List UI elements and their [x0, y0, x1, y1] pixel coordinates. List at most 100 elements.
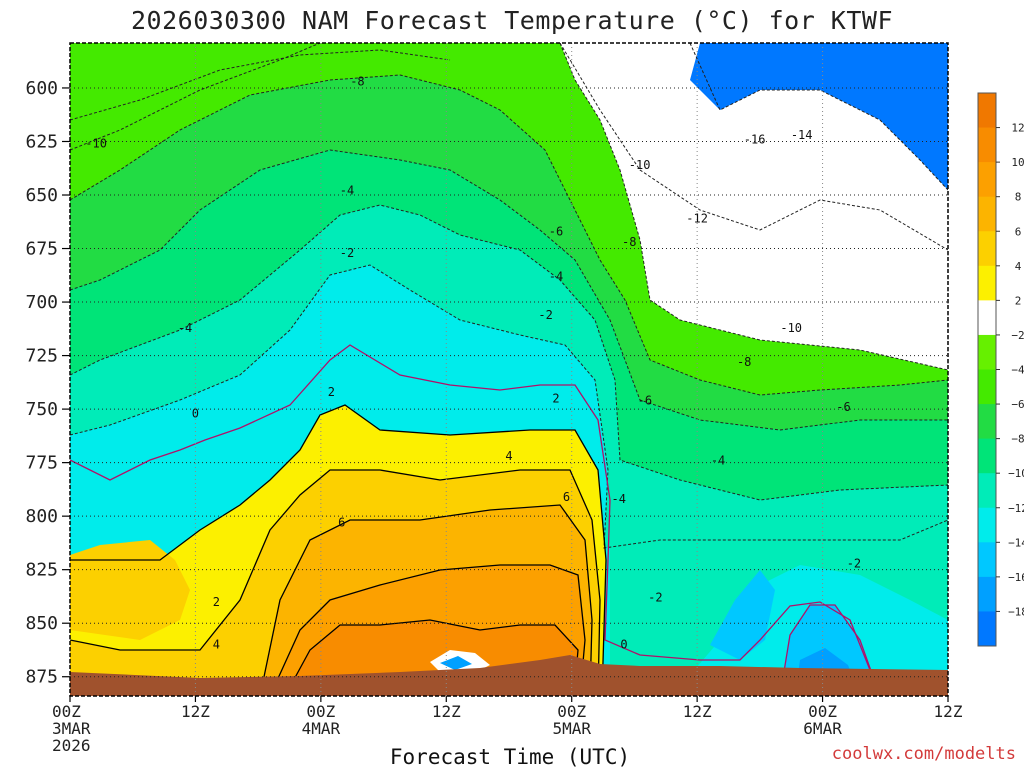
- colorbar-tick-label-9: −6: [1011, 398, 1024, 411]
- x-tick-date-24: 4MAR: [302, 719, 341, 738]
- contour-label-10: 2: [552, 391, 559, 405]
- contour-label-7: 2: [328, 385, 335, 399]
- colorbar-tick-label-3: 8: [1015, 191, 1022, 204]
- x-tick-year-0: 2026: [52, 736, 91, 755]
- contour-label-22: -10: [780, 321, 802, 335]
- x-tick-date-0: 3MAR: [52, 719, 91, 738]
- contour-label-28: -2: [847, 556, 861, 570]
- x-tick-label-72: 00Z: [808, 702, 837, 721]
- colorbar-tick-label-14: −16: [1008, 571, 1024, 584]
- contour-line-10: [70, 344, 871, 671]
- colorbar-swatch-12: [978, 473, 996, 509]
- contour-line-14: [269, 564, 586, 696]
- contour-line-4: [70, 264, 948, 549]
- x-tick-label-84: 12Z: [934, 702, 963, 721]
- colorbar-swatch-11: [978, 438, 996, 474]
- contour-label-18: -16: [744, 132, 766, 146]
- y-tick-label-800: 800: [25, 506, 58, 527]
- contour-label-14: -6: [549, 224, 563, 238]
- colorbar-swatch-4: [978, 196, 996, 232]
- temperature-band-11: [710, 570, 775, 660]
- colorbar: 12 10 8 6 4 2 −2 −4 −6 −8 −10 −12 −14 −16 −18: [977, 92, 1024, 647]
- colorbar-tick-label-1: 12: [1011, 122, 1024, 135]
- contour-line-7: [70, 49, 451, 121]
- contour-line-16: [779, 604, 881, 696]
- y-tick-label-675: 675: [25, 239, 58, 260]
- contour-label-6: 0: [192, 406, 199, 420]
- x-tick-label-24: 00Z: [306, 702, 335, 721]
- contour-label-12: -2: [538, 308, 552, 322]
- y-tick-label-700: 700: [25, 292, 58, 313]
- contour-label-9: 4: [505, 449, 512, 463]
- x-tick-date-72: 6MAR: [803, 719, 842, 738]
- colorbar-swatch-10: [978, 404, 996, 440]
- y-tick-label-850: 850: [25, 613, 58, 634]
- temperature-band-21: [690, 43, 948, 190]
- colorbar-swatch-3: [978, 162, 996, 198]
- x-axis-label: Forecast Time (UTC): [389, 745, 631, 769]
- colorbar-swatch-5: [978, 231, 996, 267]
- x-tick-date-48: 5MAR: [552, 719, 591, 738]
- temperature-band-18: [70, 540, 190, 640]
- colorbar-tick-label-12: −12: [1008, 502, 1024, 515]
- x-tick-label-36: 12Z: [432, 702, 461, 721]
- contour-label-21: -8: [737, 355, 751, 369]
- contour-label-1: -10: [85, 137, 107, 151]
- colorbar-tick-label-6: 2: [1015, 294, 1022, 307]
- contour-line-9: [70, 43, 321, 151]
- colorbar-swatch-7: [978, 300, 996, 336]
- contour-label-11: 6: [563, 490, 570, 504]
- x-tick-label-0: 00Z: [52, 702, 81, 721]
- y-tick-label-750: 750: [25, 399, 58, 420]
- colorbar-swatch-6: [978, 265, 996, 301]
- colorbar-tick-label-5: 4: [1015, 260, 1022, 273]
- contour-line-11: [70, 404, 607, 696]
- contour-label-25: -4: [711, 453, 725, 467]
- contour-label-26: -2: [648, 591, 662, 605]
- contour-line-15: [284, 619, 579, 696]
- colorbar-tick-label-4: 6: [1015, 225, 1022, 238]
- colorbar-tick-label-8: −4: [1011, 364, 1024, 377]
- contour-label-27: 0: [620, 638, 627, 652]
- y-tick-label-825: 825: [25, 560, 58, 581]
- contour-label-24: -4: [612, 492, 626, 506]
- contour-label-4: -2: [340, 246, 354, 260]
- colorbar-swatch-8: [978, 334, 996, 370]
- y-tick-label-625: 625: [25, 131, 58, 152]
- temperature-band-20: [440, 656, 472, 670]
- contour-line-8: [559, 43, 948, 251]
- contour-label-30: 4: [213, 638, 220, 652]
- colorbar-swatch-15: [978, 576, 996, 612]
- x-tick-label-48: 00Z: [557, 702, 586, 721]
- colorbar-tick-label-13: −14: [1008, 536, 1024, 549]
- colorbar-swatch-14: [978, 542, 996, 578]
- chart-title: 2026030300 NAM Forecast Temperature (°C)…: [130, 6, 893, 35]
- colorbar-swatch-13: [978, 507, 996, 543]
- contour-line-12: [70, 469, 601, 696]
- contour-label-3: -4: [340, 184, 354, 198]
- contour-label-17: -12: [686, 212, 708, 226]
- plot-frame: [69, 42, 949, 697]
- y-tick-label-725: 725: [25, 346, 58, 367]
- contour-label-29: 2: [213, 595, 220, 609]
- contour-label-20: -6: [638, 394, 652, 408]
- colorbar-tick-label-10: −8: [1011, 433, 1024, 446]
- credit-link[interactable]: coolwx.com/modelts: [831, 744, 1016, 764]
- colorbar-tick-label-11: −10: [1008, 467, 1024, 480]
- contour-line-2: [70, 149, 948, 431]
- x-tick-label-60: 12Z: [683, 702, 712, 721]
- colorbar-swatch-1: [978, 93, 996, 129]
- contour-label-19: -14: [791, 128, 813, 142]
- contour-label-23: -6: [836, 400, 850, 414]
- y-tick-label-600: 600: [25, 78, 58, 99]
- colorbar-tick-label-15: −18: [1008, 605, 1024, 618]
- y-tick-label-775: 775: [25, 453, 58, 474]
- y-tick-label-875: 875: [25, 667, 58, 688]
- colorbar-swatch-16: [978, 611, 996, 647]
- colorbar-swatch-2: [978, 127, 996, 163]
- contour-line-1: [70, 74, 948, 396]
- contour-label-16: -8: [622, 235, 636, 249]
- contour-labels: -10 -8 -4 -2 -4 0 2 6 4 2 6 -2 -4 -6 -10 -8 -12 -16 -14 -6 -…: [85, 75, 861, 652]
